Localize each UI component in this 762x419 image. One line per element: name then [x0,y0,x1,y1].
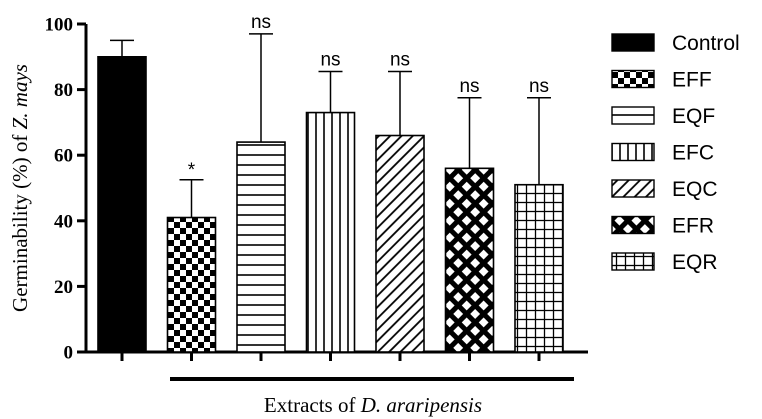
y-axis-title: Germinability (%) of Z. mays [8,64,32,312]
bar-eqf [236,141,286,353]
legend-label-eqf: EQF [672,105,715,128]
legend-label-efc: EFC [672,142,714,165]
legend-swatch-efr [611,215,655,235]
legend-swatch-eqc [611,179,655,198]
legend-swatch-eqf [611,106,655,125]
significance-label: ns [320,50,340,71]
legend-label-eff: EFF [672,69,712,92]
legend-label-eqc: EQC [672,178,718,201]
significance-label: ns [251,12,271,33]
bar-efr [444,167,495,353]
bar-eff [166,216,217,353]
legend-label-eqr: EQR [672,251,718,274]
x-axis-title: Extracts of D. araripensis [264,393,482,417]
y-tick-label: 80 [54,80,73,101]
legend-label-control: Control [672,32,740,55]
y-tick-label: 20 [54,277,73,298]
legend: Control EFF EQF EFC EQC EFR EQR [611,32,740,274]
y-tick-label: 0 [64,343,74,364]
y-tick-label: 40 [54,211,73,232]
y-tick-label: 100 [45,15,74,36]
bar-eqr [514,183,564,353]
y-axis-title-prefix: Germinability (%) of [8,129,32,312]
legend-label-efr: EFR [672,215,714,238]
legend-swatch-efc [611,142,655,162]
significance-label: ns [390,50,410,71]
bar-control [97,55,147,353]
significance-label: ns [529,76,549,97]
x-axis-title-species: D. araripensis [360,393,482,417]
bar-eqc [375,134,425,353]
legend-swatch-control [611,33,655,52]
significance-label: * [188,160,196,181]
legend-swatch-eff [611,69,655,89]
x-axis-title-prefix: Extracts of [264,393,361,417]
bar-efc [305,111,356,353]
legend-swatch-eqr [611,252,655,271]
y-axis-title-species: Z. mays [8,64,32,129]
significance-label: ns [459,76,479,97]
y-tick-label: 60 [54,146,73,167]
plot-area: 0 20 40 60 80 100 * ns ns ns ns ns [45,12,588,381]
